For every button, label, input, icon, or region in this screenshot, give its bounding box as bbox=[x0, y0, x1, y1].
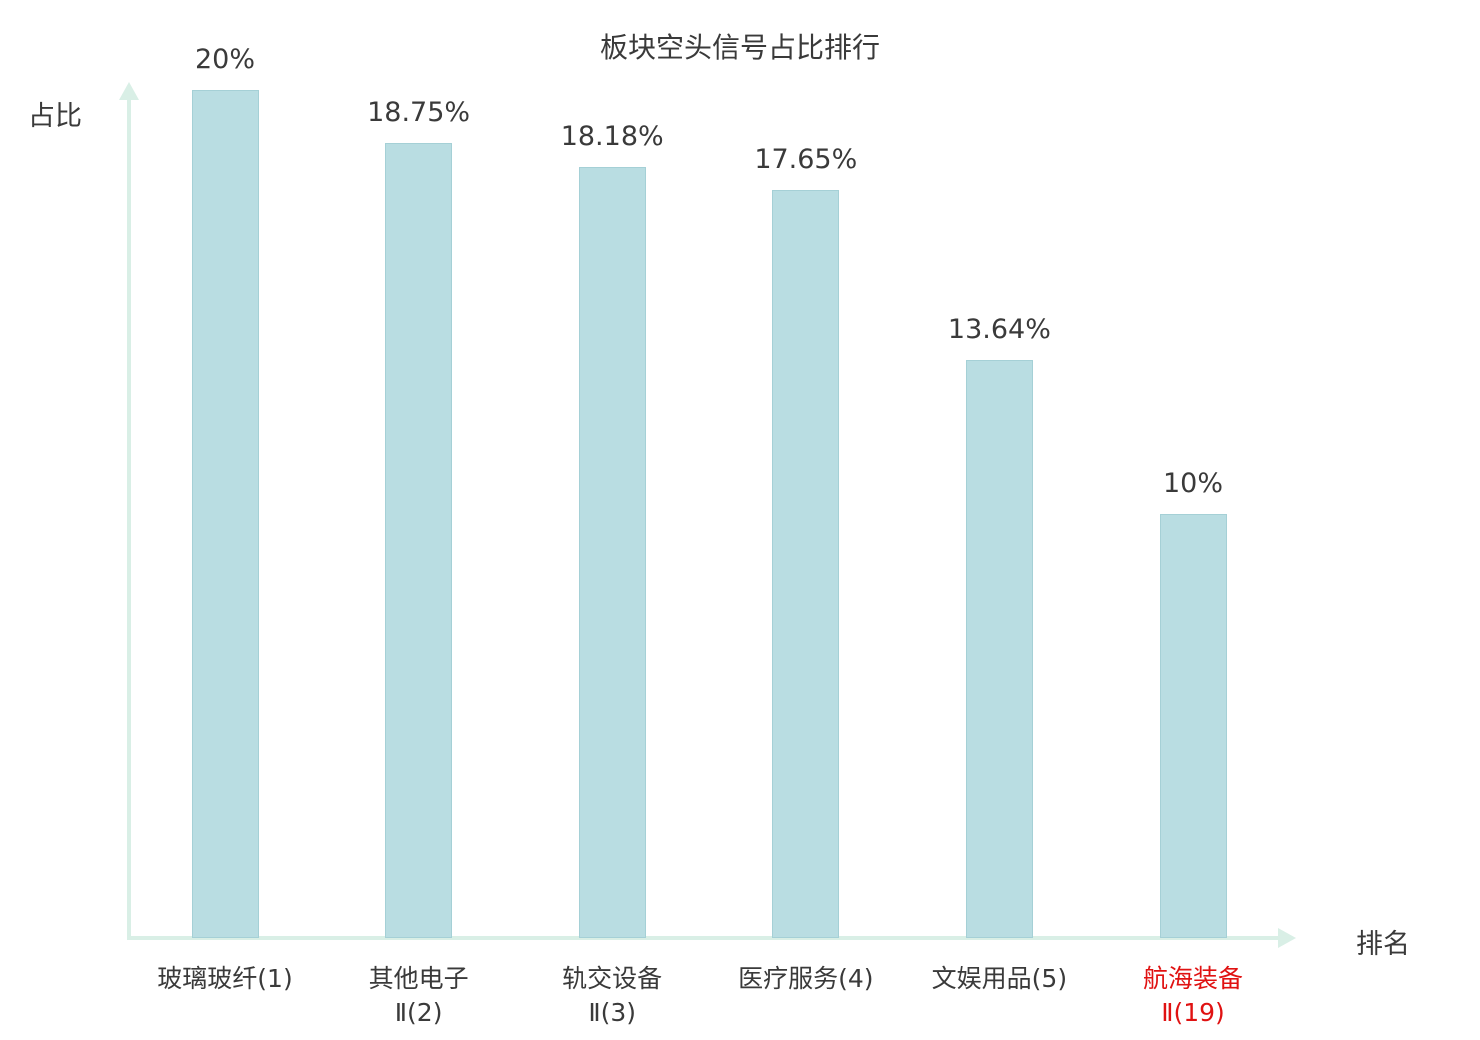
x-tick-label-line: Ⅱ(19) bbox=[1161, 998, 1225, 1027]
bar-value-label: 20% bbox=[194, 44, 255, 75]
x-tick-label-line: 航海装备 bbox=[1142, 964, 1243, 993]
x-tick-label: 文娱用品(5) bbox=[889, 962, 1109, 996]
chart-title: 板块空头信号占比排行 bbox=[599, 31, 880, 64]
x-tick-label: 玻璃玻纤(1) bbox=[115, 962, 335, 996]
bar bbox=[191, 90, 259, 938]
x-axis-line bbox=[127, 936, 1282, 940]
x-tick-label-line: 其他电子 bbox=[368, 964, 469, 993]
x-tick-label-line: 轨交设备 bbox=[562, 964, 663, 993]
bar-value-label: 18.75% bbox=[367, 97, 471, 128]
x-tick-label: 航海装备 Ⅱ(19) bbox=[1083, 962, 1303, 1030]
x-axis-label: 排名 bbox=[1356, 929, 1410, 960]
bar-value-label: 17.65% bbox=[754, 144, 858, 175]
bar bbox=[965, 360, 1033, 938]
x-tick-label-line: Ⅱ(2) bbox=[394, 998, 443, 1027]
x-tick-label: 轨交设备 Ⅱ(3) bbox=[502, 962, 722, 1030]
bar bbox=[385, 143, 453, 938]
bar bbox=[1159, 514, 1227, 938]
bar bbox=[772, 190, 840, 938]
x-tick-label-line: Ⅱ(3) bbox=[588, 998, 637, 1027]
bar-value-label: 10% bbox=[1162, 468, 1223, 499]
bar-value-label: 13.64% bbox=[947, 314, 1051, 345]
bar bbox=[578, 167, 646, 938]
bar-value-label: 18.18% bbox=[560, 121, 664, 152]
x-tick-label-line: 玻璃玻纤(1) bbox=[157, 964, 293, 993]
x-tick-label: 其他电子 Ⅱ(2) bbox=[309, 962, 529, 1030]
y-axis-arrow-icon bbox=[119, 82, 139, 100]
x-axis-arrow-icon bbox=[1278, 928, 1296, 948]
x-tick-label: 医疗服务(4) bbox=[696, 962, 916, 996]
y-axis-line bbox=[127, 98, 131, 938]
x-tick-label-line: 文娱用品(5) bbox=[931, 964, 1068, 993]
x-tick-label-line: 医疗服务(4) bbox=[738, 964, 874, 993]
y-axis-label: 占比 bbox=[28, 101, 82, 132]
